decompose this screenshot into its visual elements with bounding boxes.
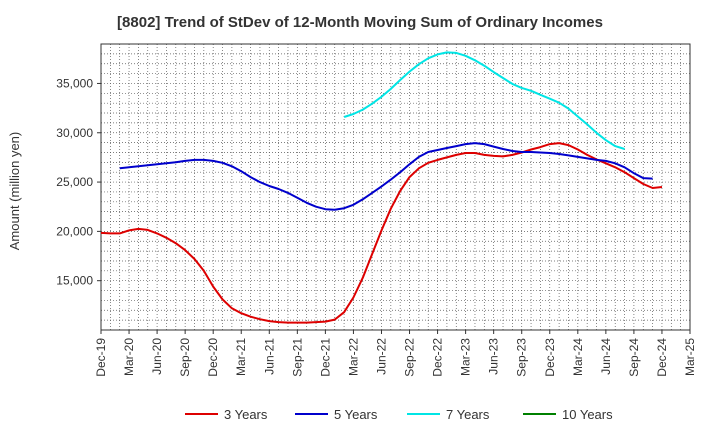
x-tick-label: Jun-20	[150, 338, 164, 375]
x-tick-label: Jun-23	[487, 338, 501, 375]
x-tick-label: Mar-20	[122, 338, 136, 376]
x-tick-label: Dec-24	[655, 338, 669, 377]
legend-label: 3 Years	[224, 407, 268, 422]
x-tick-label: Mar-22	[346, 338, 360, 376]
plot-border	[100, 43, 691, 331]
x-tick-label: Sep-20	[178, 338, 192, 377]
x-tick-label: Jun-24	[599, 338, 613, 375]
y-tick-label: 15,000	[56, 274, 93, 288]
series-line-7-years	[343, 51, 625, 150]
legend-label: 10 Years	[562, 407, 613, 422]
x-tick-label: Mar-21	[234, 338, 248, 376]
y-tick-label: 35,000	[56, 76, 93, 90]
x-tick-label: Mar-23	[459, 338, 473, 376]
y-tick-label: 20,000	[56, 224, 93, 238]
x-tick-label: Dec-22	[431, 338, 445, 377]
x-tick-label: Dec-21	[318, 338, 332, 377]
y-axis-title: Amount (million yen)	[7, 132, 22, 251]
x-tick-label: Mar-24	[571, 338, 585, 376]
x-tick-label: Jun-22	[374, 338, 388, 375]
y-tick-label: 25,000	[56, 175, 93, 189]
legend-label: 7 Years	[446, 407, 490, 422]
x-tick-label: Dec-23	[543, 338, 557, 377]
legend-label: 5 Years	[334, 407, 378, 422]
x-tick-label: Sep-24	[627, 338, 641, 377]
x-tick-label: Dec-19	[94, 338, 108, 377]
y-tick-label: 30,000	[56, 126, 93, 140]
x-tick-label: Sep-23	[515, 338, 529, 377]
series-line-5-years	[119, 142, 653, 211]
x-tick-label: Mar-25	[683, 338, 697, 376]
series-line-3-years	[100, 142, 663, 324]
x-tick-label: Jun-21	[262, 338, 276, 375]
x-tick-label: Sep-21	[290, 338, 304, 377]
x-tick-label: Dec-20	[206, 338, 220, 377]
chart-title: [8802] Trend of StDev of 12-Month Moving…	[117, 14, 603, 31]
plot-background	[101, 44, 690, 330]
x-tick-label: Sep-22	[403, 338, 417, 377]
